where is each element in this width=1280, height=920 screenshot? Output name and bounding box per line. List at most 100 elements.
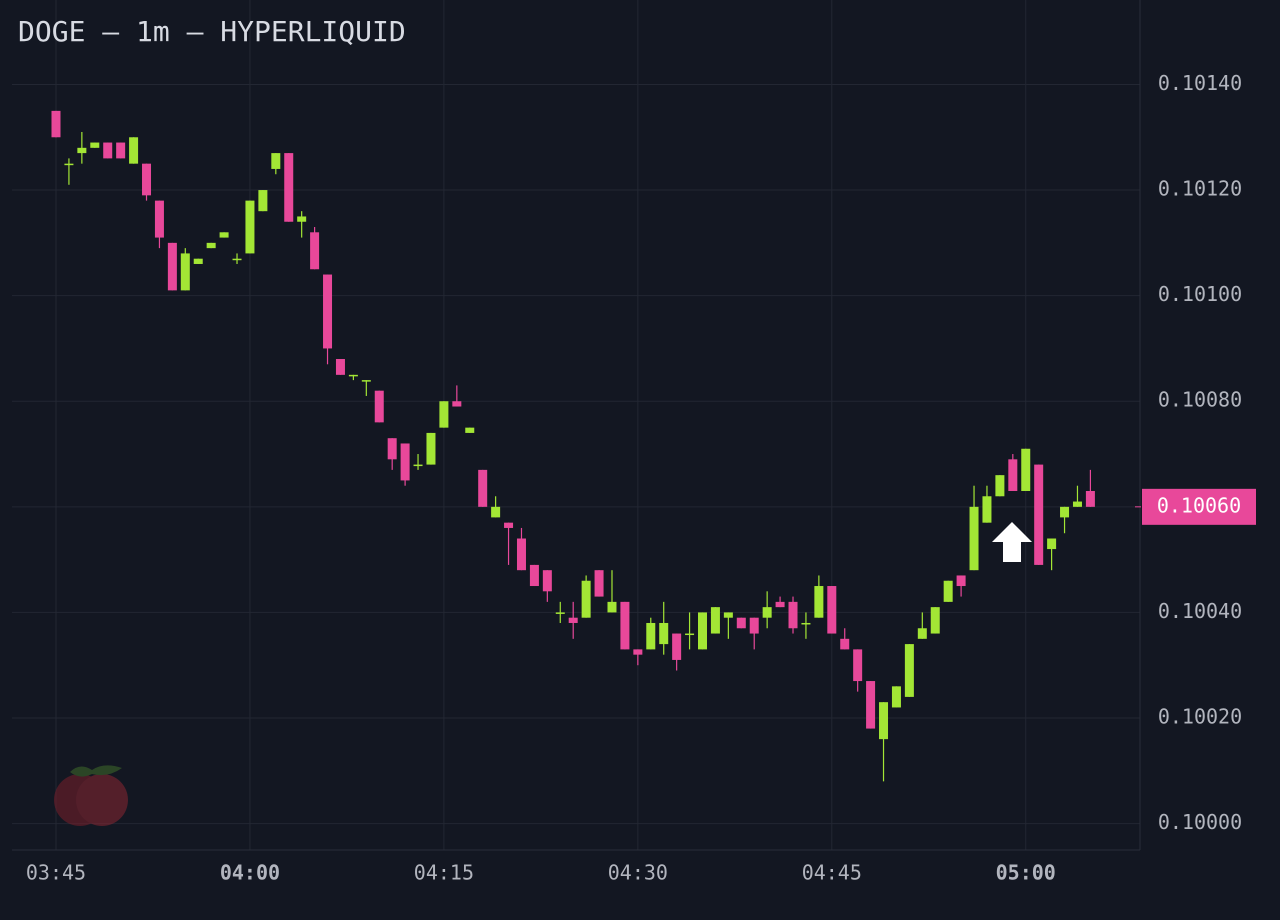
grid [12,0,1140,850]
candle-body [103,142,113,159]
candle-body [77,147,87,154]
candle-body [348,374,358,377]
logo-part [76,774,128,826]
candle-body [982,496,992,523]
y-tick-label: 0.10080 [1158,388,1242,412]
candle-body [400,443,410,481]
watermark [54,765,128,826]
candle-body [607,601,617,613]
candle-body [323,274,333,349]
candle-body [361,380,371,382]
last-price-label: 0.10060 [1157,493,1241,517]
candle-body [840,638,850,650]
candle-body [749,617,759,634]
candle-body [891,686,901,708]
candle-body [1085,490,1095,507]
candle-body [568,617,578,623]
candle-body [90,142,100,148]
candle-body [413,464,423,467]
candle-body [1060,506,1070,518]
candle-body [64,163,74,166]
candle-body [594,570,604,597]
candle-body [904,644,914,697]
candle-body [736,617,746,629]
candle-body [956,575,966,587]
candle-body [801,622,811,625]
candle-body [374,390,384,423]
candle-body [426,432,436,465]
x-tick-label: 03:45 [26,861,86,885]
candle-body [129,137,139,164]
x-tick-label: 05:00 [996,861,1056,885]
candle-body [555,612,565,614]
candle-body [853,649,863,682]
candle-body [504,522,514,528]
candle-body [827,586,837,634]
candle-body [193,258,203,264]
candle-body [116,142,126,159]
candle-body [995,475,1005,497]
last-price-box [1142,488,1256,525]
candle-body [142,163,152,196]
candle-body [659,622,669,645]
candle-body [930,607,940,634]
x-tick-label: 04:30 [608,861,668,885]
candle-body [180,253,190,291]
candle-body [491,506,501,518]
chart-title: DOGE — 1m — HYPERLIQUID [18,15,406,48]
candle-body [943,580,953,602]
candle-body [775,601,785,608]
candle-body [232,258,242,261]
candle-body [698,612,707,650]
candle-body [969,506,979,571]
candle-body [866,681,876,729]
candle-body [879,702,889,740]
candle-body [672,633,682,660]
candle-body [439,401,449,428]
candle-body [633,649,643,655]
y-tick-label: 0.10140 [1158,71,1242,95]
candle-body [581,580,591,618]
candle-body [1034,464,1044,565]
candle-body [335,359,345,375]
candle-body [258,190,268,212]
candle-body [646,622,656,650]
candle-body [206,242,216,249]
y-tick-label: 0.10000 [1158,810,1242,834]
candle-body [452,401,462,407]
candle-body [1021,448,1031,491]
candle-body [297,216,307,222]
candle-body [465,427,475,433]
candle-body [284,153,294,222]
candle-body [154,200,164,238]
candle-body [516,538,526,571]
x-tick-label: 04:00 [220,861,280,885]
candle-body [710,607,720,634]
y-tick-label: 0.10100 [1158,282,1242,306]
candle-body [529,564,539,587]
y-tick-label: 0.10040 [1158,599,1242,623]
candle-body [310,232,320,270]
candle-body [1008,459,1018,491]
candle-body [1047,538,1057,550]
candle-body [478,469,488,507]
y-tick-label: 0.10020 [1158,705,1242,729]
signal-arrow [992,522,1032,562]
candle-body [620,601,630,650]
candle-body [723,612,733,618]
logo-leaf [70,765,122,777]
candle-body [788,601,798,629]
candle-body [762,607,772,618]
candle-body [387,438,397,460]
candle-body [271,153,281,169]
candle-body [917,628,927,639]
candle-body [685,633,695,636]
y-tick-label: 0.10120 [1158,177,1242,201]
candle-body [814,586,824,618]
x-tick-label: 04:45 [802,861,862,885]
candle-body [219,232,229,238]
candle-body [245,200,255,254]
candle-body [1072,501,1082,507]
